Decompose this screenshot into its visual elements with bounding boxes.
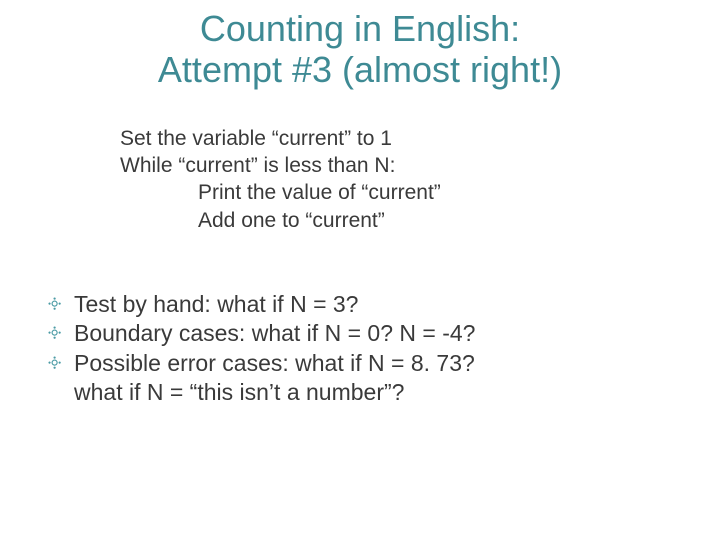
bullet-text-3: Possible error cases: what if N = 8. 73? [74, 349, 720, 378]
pseudocode-block: Set the variable “current” to 1 While “c… [120, 125, 720, 234]
bullet-item-3: ༓ Possible error cases: what if N = 8. 7… [48, 349, 720, 378]
bullet-text-1: Test by hand: what if N = 3? [74, 290, 720, 319]
bullet-list: ༓ Test by hand: what if N = 3? ༓ Boundar… [48, 290, 720, 408]
bullet-item-1: ༓ Test by hand: what if N = 3? [48, 290, 720, 319]
swirl-bullet-icon: ༓ [48, 290, 74, 319]
pseudocode-line-3: Print the value of “current” [120, 179, 720, 206]
slide: Counting in English: Attempt #3 (almost … [0, 0, 720, 540]
swirl-bullet-icon: ༓ [48, 319, 74, 348]
title-line-1: Counting in English: [0, 8, 720, 49]
pseudocode-line-1: Set the variable “current” to 1 [120, 125, 720, 152]
bullet-text-3-continuation: what if N = “this isn’t a number”? [48, 378, 720, 407]
swirl-bullet-icon: ༓ [48, 349, 74, 378]
pseudocode-line-2: While “current” is less than N: [120, 152, 720, 179]
title-line-2: Attempt #3 (almost right!) [0, 49, 720, 90]
pseudocode-line-4: Add one to “current” [120, 207, 720, 234]
bullet-text-2: Boundary cases: what if N = 0? N = -4? [74, 319, 720, 348]
slide-title: Counting in English: Attempt #3 (almost … [0, 0, 720, 91]
bullet-item-2: ༓ Boundary cases: what if N = 0? N = -4? [48, 319, 720, 348]
